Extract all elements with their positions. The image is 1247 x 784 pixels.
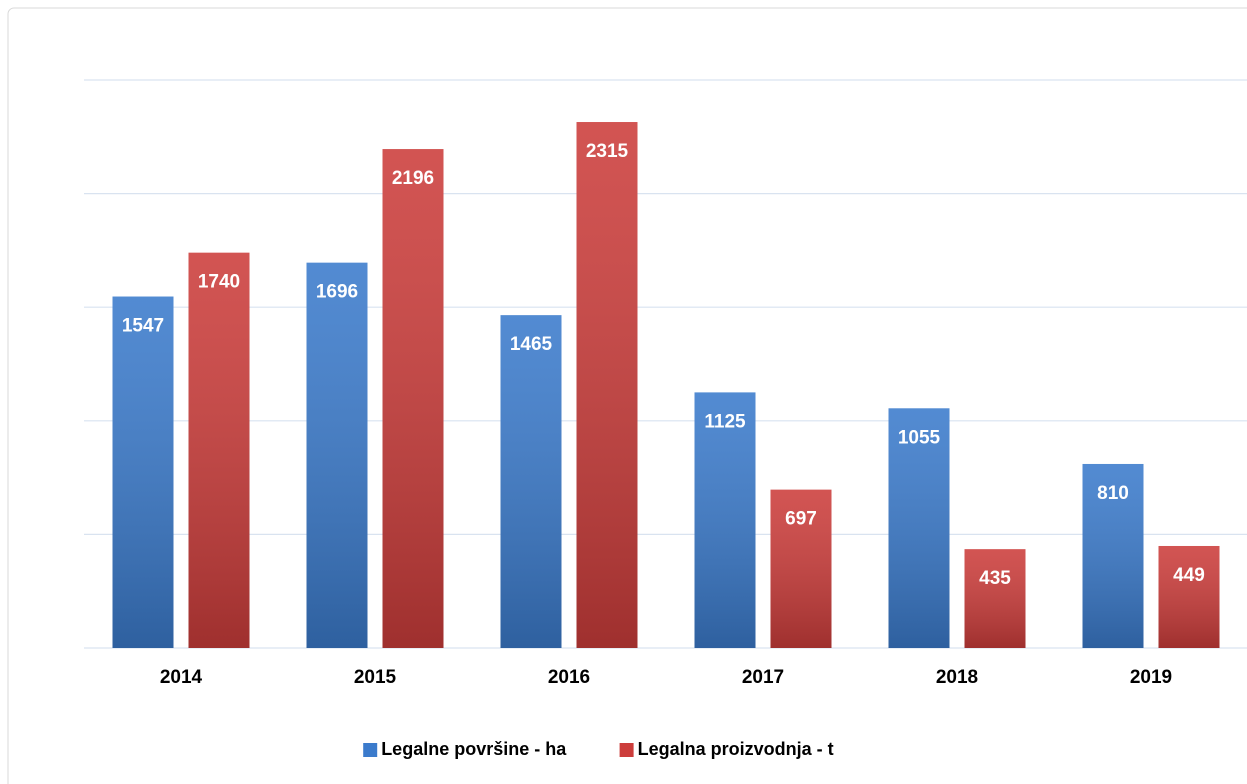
- data-label: 449: [1173, 565, 1205, 586]
- x-tick-label: 2019: [1130, 667, 1172, 688]
- legend-swatch: [619, 743, 634, 757]
- bar: [112, 296, 174, 648]
- legend-label: Legalna proizvodnja - t: [638, 739, 834, 759]
- data-label: 1055: [898, 427, 941, 448]
- x-tick-label: 2014: [160, 667, 203, 688]
- data-label: 697: [785, 509, 817, 530]
- legend-swatch: [363, 743, 378, 757]
- bar: [306, 262, 368, 648]
- data-label: 1696: [316, 282, 358, 303]
- data-label: 1740: [198, 272, 240, 293]
- x-tick-label: 2015: [354, 667, 397, 688]
- chart-border: [7, 7, 1247, 784]
- data-label: 2196: [392, 168, 434, 189]
- legend-label: Legalne površine - ha: [381, 739, 567, 759]
- data-label: 810: [1097, 483, 1129, 504]
- data-label: 1125: [704, 411, 746, 432]
- bar: [1158, 545, 1220, 648]
- bar: [576, 122, 638, 649]
- data-label: 435: [979, 568, 1011, 589]
- bar: [500, 315, 562, 648]
- x-tick-label: 2016: [548, 667, 590, 688]
- data-label: 1547: [122, 316, 164, 337]
- data-label: 2315: [586, 141, 629, 162]
- x-tick-label: 2018: [936, 667, 978, 688]
- bar: [964, 549, 1026, 648]
- bar: [382, 149, 444, 649]
- x-tick-label: 2017: [742, 667, 784, 688]
- bar: [188, 252, 250, 648]
- data-label: 1465: [510, 334, 553, 355]
